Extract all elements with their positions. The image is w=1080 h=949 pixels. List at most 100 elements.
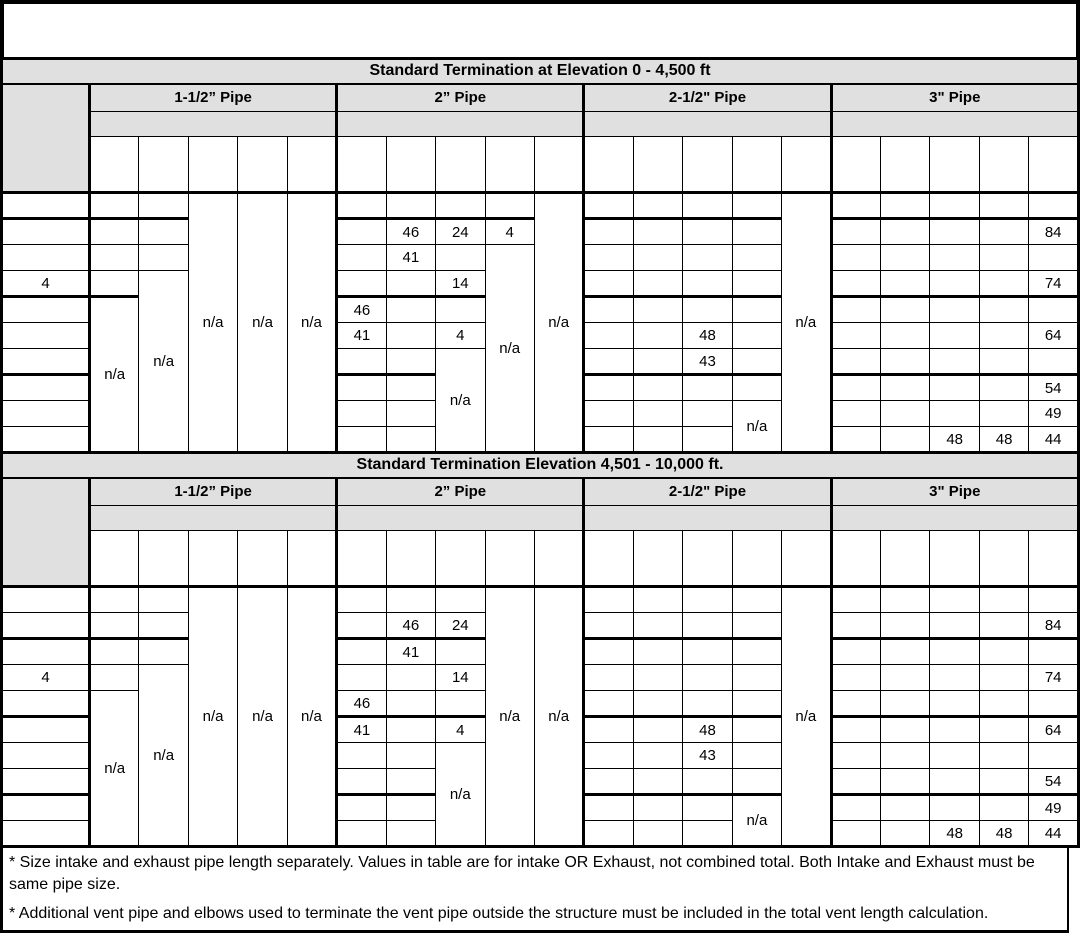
empty-cell (385, 742, 437, 769)
empty-cell (829, 612, 882, 639)
value-cell: 4 (484, 217, 535, 245)
empty-cell (385, 690, 437, 717)
empty-cell (435, 295, 486, 323)
empty-cell (879, 742, 931, 769)
empty-cell (582, 690, 634, 717)
termination-table-elev-0-4500: Standard Termination at Elevation 0 - 4,… (0, 57, 1080, 454)
na-cell: n/a (731, 400, 783, 453)
empty-cell (1, 322, 90, 349)
subcolumn-cell (138, 136, 189, 194)
row-header-corner (1, 477, 90, 588)
pipe-group-header: 2” Pipe (335, 83, 585, 112)
empty-cell (1028, 690, 1079, 717)
empty-cell (582, 400, 634, 427)
subcolumn-cell (187, 530, 239, 588)
empty-cell (829, 400, 882, 427)
empty-cell (335, 793, 387, 821)
empty-cell (435, 586, 486, 613)
empty-cell (1, 820, 90, 847)
empty-cell (929, 295, 980, 323)
empty-cell (335, 637, 387, 665)
value-cell: 41 (335, 715, 387, 743)
empty-cell (879, 244, 931, 271)
empty-cell (879, 793, 931, 821)
empty-cell (632, 348, 684, 375)
empty-cell (879, 586, 931, 613)
na-cell: n/a (435, 742, 486, 847)
empty-cell (829, 742, 882, 769)
empty-cell (435, 690, 486, 717)
empty-cell (929, 586, 980, 613)
subcolumn-cell (335, 136, 387, 194)
subcolumn-cell (632, 530, 684, 588)
empty-cell (879, 820, 931, 847)
na-cell: n/a (187, 192, 239, 453)
empty-cell (335, 244, 387, 271)
na-cell: n/a (484, 586, 535, 847)
empty-cell (1028, 244, 1079, 271)
empty-cell (829, 637, 882, 665)
empty-cell (879, 348, 931, 375)
empty-cell (1, 637, 90, 665)
empty-cell (682, 244, 733, 271)
empty-cell (385, 322, 437, 349)
na-cell: n/a (533, 586, 585, 847)
empty-cell (682, 768, 733, 795)
empty-cell (87, 217, 140, 245)
empty-cell (385, 715, 437, 743)
value-cell: 4 (1, 270, 90, 297)
empty-cell (632, 373, 684, 401)
value-cell: 48 (978, 820, 1030, 847)
empty-cell (335, 400, 387, 427)
value-cell: 54 (1028, 768, 1079, 795)
subcolumn-cell (781, 530, 832, 588)
empty-cell (1, 217, 90, 245)
empty-cell (335, 768, 387, 795)
empty-cell (978, 322, 1030, 349)
empty-cell (978, 217, 1030, 245)
value-cell: 44 (1028, 820, 1079, 847)
na-cell: n/a (237, 586, 288, 847)
empty-cell (632, 820, 684, 847)
empty-cell (731, 295, 783, 323)
empty-cell (978, 612, 1030, 639)
empty-cell (731, 586, 783, 613)
empty-cell (87, 664, 140, 691)
empty-cell (385, 400, 437, 427)
empty-cell (682, 793, 733, 821)
empty-cell (87, 192, 140, 219)
footnotes-block: * Size intake and exhaust pipe length se… (0, 848, 1069, 933)
empty-cell (335, 348, 387, 375)
empty-cell (829, 244, 882, 271)
group-subband (829, 505, 1080, 531)
empty-cell (1, 715, 90, 743)
empty-cell (879, 192, 931, 219)
na-cell: n/a (237, 192, 288, 453)
empty-cell (682, 192, 733, 219)
subcolumn-cell (237, 136, 288, 194)
empty-cell (582, 348, 634, 375)
empty-cell (632, 586, 684, 613)
value-cell: 41 (385, 244, 437, 271)
empty-cell (632, 793, 684, 821)
empty-cell (87, 244, 140, 271)
group-subband (829, 111, 1080, 137)
empty-cell (87, 586, 140, 613)
empty-cell (682, 217, 733, 245)
empty-cell (1028, 192, 1079, 219)
empty-cell (335, 664, 387, 691)
empty-cell (682, 426, 733, 453)
pipe-group-header: 3" Pipe (829, 477, 1080, 506)
empty-cell (87, 612, 140, 639)
empty-cell (582, 637, 634, 665)
empty-cell (978, 793, 1030, 821)
empty-cell (879, 690, 931, 717)
empty-cell (435, 637, 486, 665)
na-cell: n/a (187, 586, 239, 847)
value-cell: 46 (335, 295, 387, 323)
empty-cell (632, 322, 684, 349)
empty-cell (138, 612, 189, 639)
subcolumn-cell (138, 530, 189, 588)
pipe-group-header: 3" Pipe (829, 83, 1080, 112)
subcolumn-cell (484, 136, 535, 194)
